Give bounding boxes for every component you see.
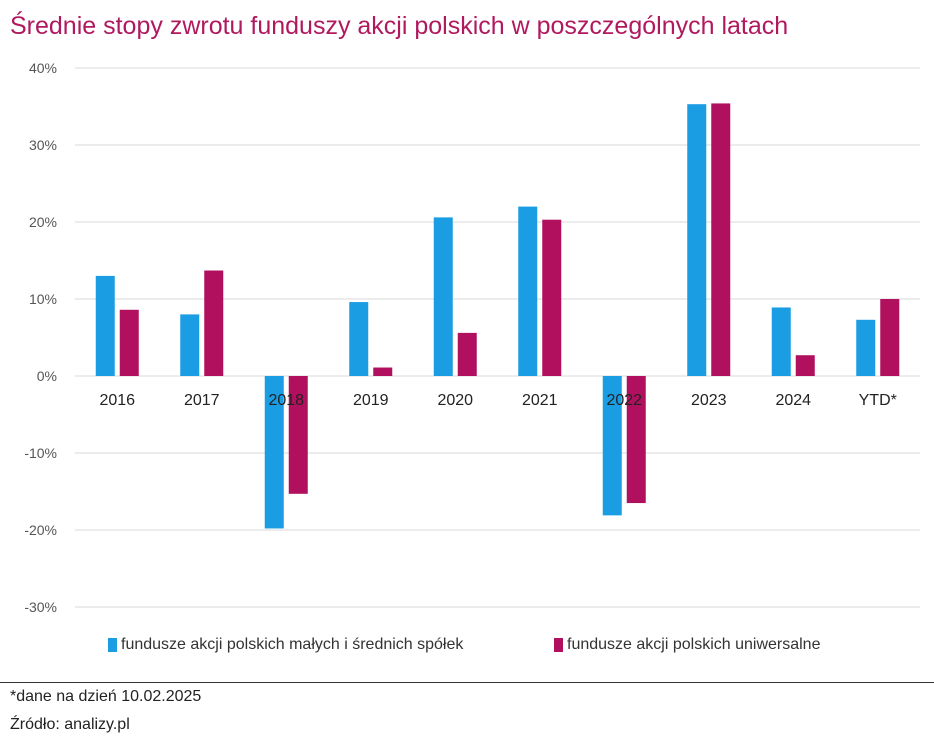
footnote: *dane na dzień 10.02.2025: [10, 688, 202, 705]
legend-item-small-mid-caps: fundusze akcji polskich małych i średnic…: [108, 636, 463, 654]
bar-chart: 40% 30% 20% 10% 0% -10% -20% -30% 2016 2017 2018 20…: [24, 60, 920, 615]
y-tick-label: 40%: [29, 60, 57, 76]
legend-swatch-small-mid-caps: [108, 638, 117, 652]
legend-swatch-universal: [554, 638, 563, 652]
legend-label-small-mid-caps: fundusze akcji polskich małych i średnic…: [121, 636, 464, 653]
bar: [349, 302, 369, 376]
x-tick-label: 2019: [353, 392, 389, 409]
bar: [288, 376, 308, 494]
footer-divider: [0, 682, 934, 683]
bar: [457, 332, 477, 376]
source-note: Źródło: analizy.pl: [10, 716, 130, 733]
bar: [433, 217, 453, 376]
bar: [204, 270, 224, 376]
x-tick-label: YTD*: [859, 392, 897, 409]
x-tick-label: 2022: [606, 392, 642, 409]
bar: [602, 376, 622, 516]
bar: [687, 104, 707, 376]
bar: [373, 367, 393, 376]
legend-label-universal: fundusze akcji polskich uniwersalne: [567, 636, 821, 653]
bar: [626, 376, 646, 504]
x-tick-label: 2024: [775, 392, 811, 409]
x-tick-label: 2016: [99, 392, 135, 409]
bar: [711, 103, 731, 377]
y-tick-label: -30%: [24, 599, 57, 615]
x-tick-label: 2023: [691, 392, 727, 409]
y-tick-label: 30%: [29, 137, 57, 153]
y-tick-label: 20%: [29, 214, 57, 230]
bar: [95, 275, 115, 376]
y-tick-label: 10%: [29, 291, 57, 307]
y-tick-label: 0%: [37, 368, 57, 384]
bar: [856, 319, 876, 376]
x-tick-label: 2017: [184, 392, 220, 409]
bar: [880, 299, 900, 376]
bar: [795, 355, 815, 376]
x-tick-label: 2021: [522, 392, 558, 409]
bar: [542, 219, 562, 376]
chart-title: Średnie stopy zwrotu funduszy akcji pols…: [10, 12, 789, 40]
x-tick-label: 2018: [268, 392, 304, 409]
bar: [518, 206, 538, 376]
y-tick-label: -10%: [24, 445, 57, 461]
legend-item-universal: fundusze akcji polskich uniwersalne: [554, 636, 820, 654]
y-tick-label: -20%: [24, 522, 57, 538]
bar: [180, 314, 200, 376]
bar: [771, 307, 791, 376]
bar: [264, 376, 284, 529]
bar: [119, 309, 139, 376]
x-tick-label: 2020: [437, 392, 473, 409]
